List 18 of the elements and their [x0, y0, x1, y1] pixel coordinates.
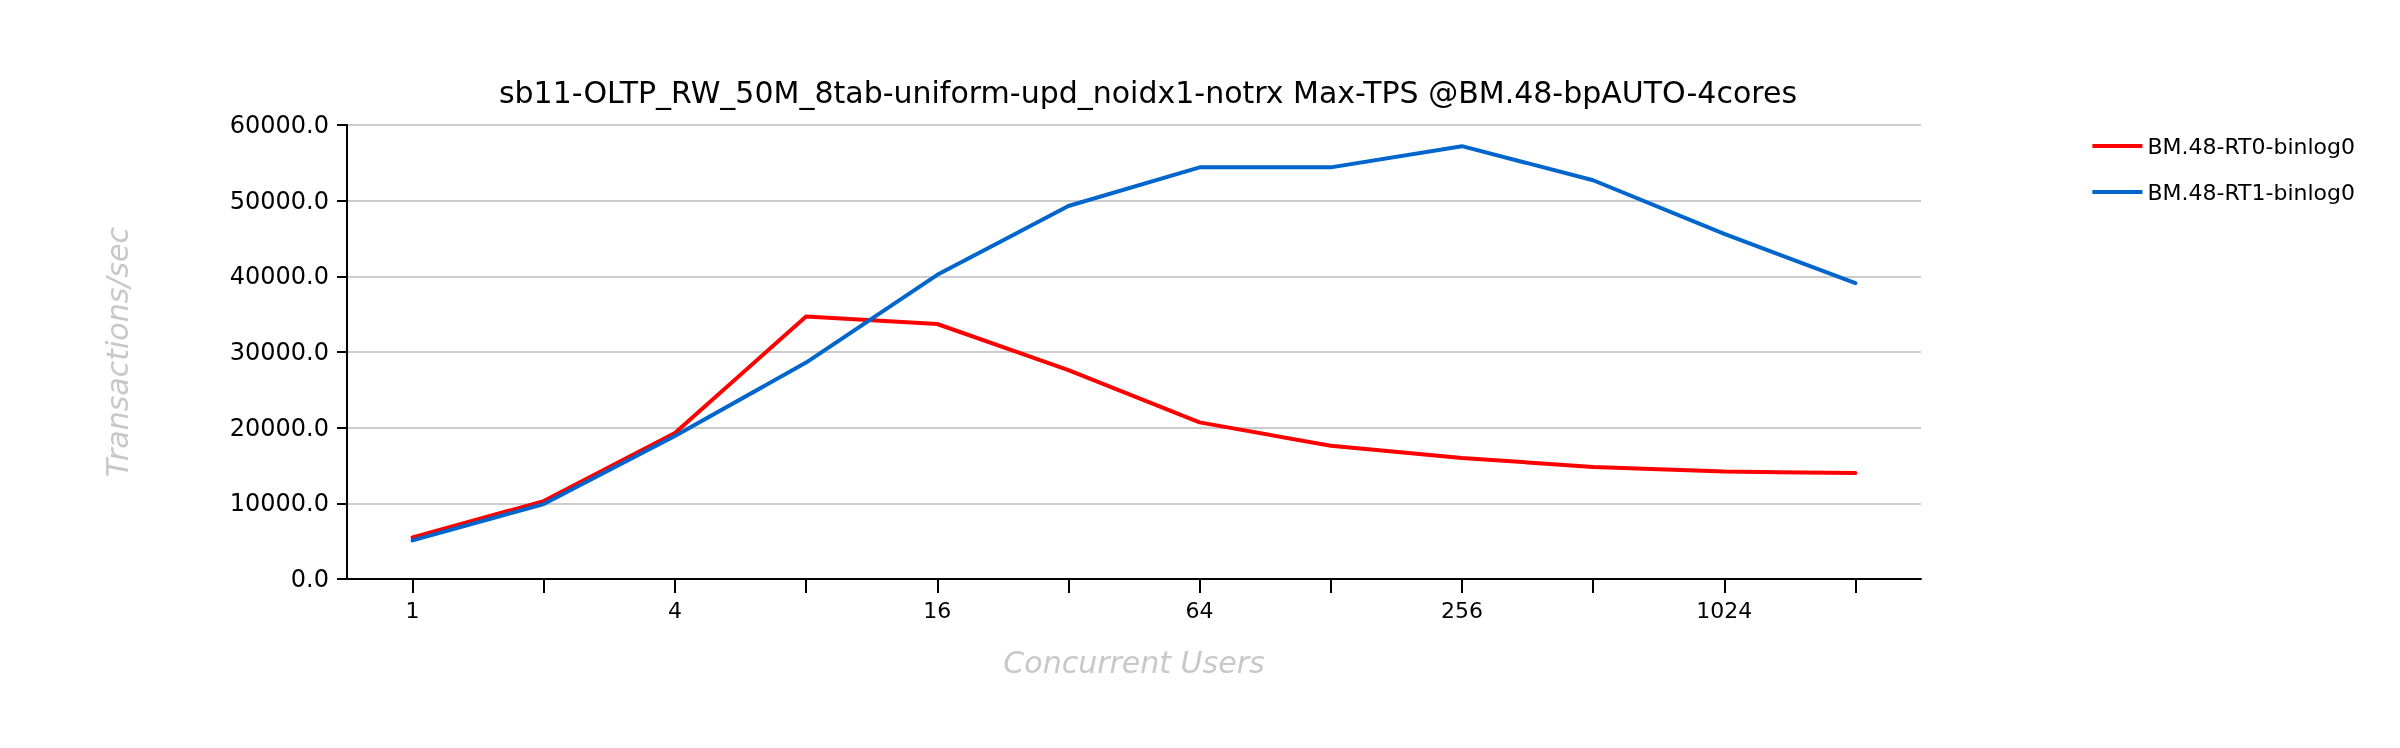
y-tick-label: 50000.0 [229, 186, 329, 215]
y-tick-label: 40000.0 [229, 262, 329, 291]
line-series [410, 144, 1858, 543]
x-tick-label: 4 [667, 597, 682, 623]
x-tick-label: 1024 [1696, 597, 1753, 623]
y-tick-label: 10000.0 [229, 489, 329, 518]
line-series [410, 314, 1858, 540]
legend-label: BM.48-RT0-binlog0 [2147, 133, 2356, 159]
chart-title: sb11-OLTP_RW_50M_8tab-uniform-upd_noidx1-notrx Max-TPS @BM.48-bpAUTO-4cores [498, 74, 1798, 110]
y-tick-label: 20000.0 [229, 413, 329, 442]
x-tick-label: 16 [923, 597, 952, 623]
legend-label: BM.48-RT1-binlog0 [2147, 179, 2356, 205]
x-tick-label: 64 [1185, 597, 1214, 623]
y-tick-label: 60000.0 [229, 111, 329, 139]
y-tick-label: 30000.0 [229, 338, 329, 366]
x-tick-label: 256 [1440, 597, 1483, 623]
x-tick-label: 1 [405, 597, 420, 623]
y-tick-label: 0.0 [290, 565, 329, 593]
